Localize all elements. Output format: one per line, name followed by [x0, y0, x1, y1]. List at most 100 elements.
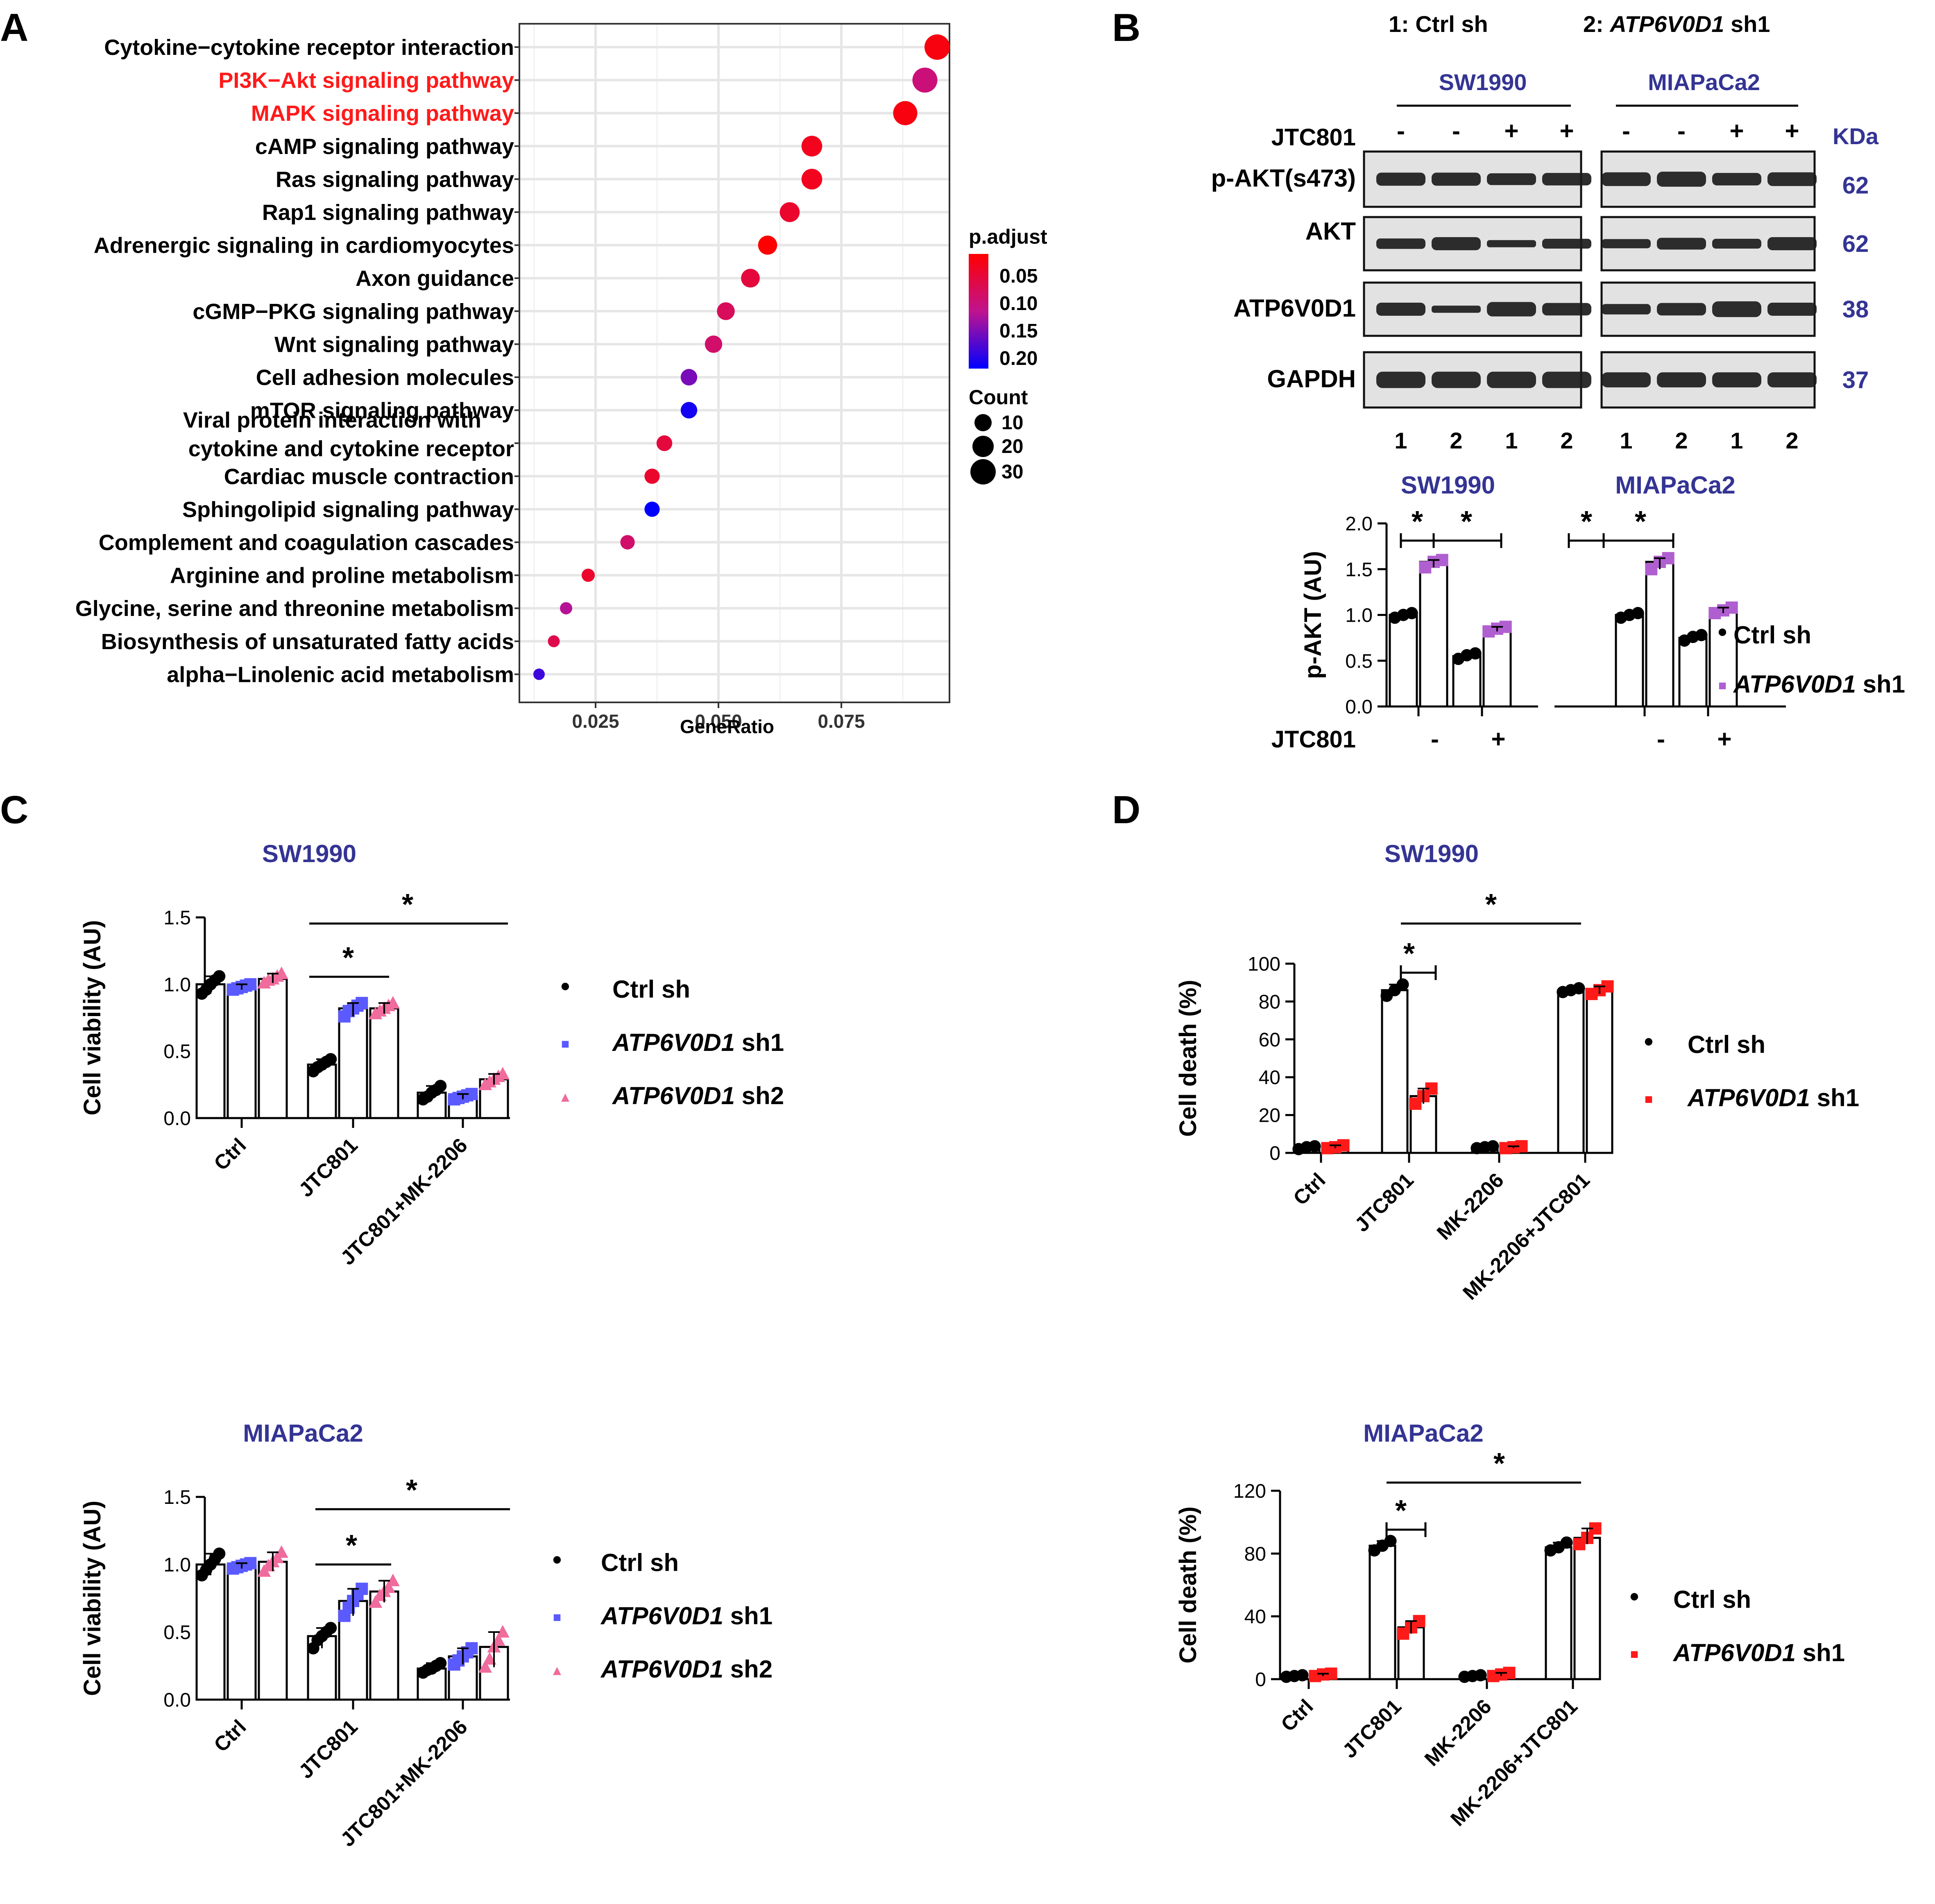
dotplot-term-labels: Cytokine−cytokine receptor interaction PI… — [75, 35, 519, 687]
x-treatment-sign: - — [1657, 725, 1665, 753]
legend-marker: • — [561, 971, 570, 1001]
chart-title: MIAPaCa2 — [1363, 1420, 1483, 1447]
data-point — [386, 996, 400, 1009]
blot-lane-numbers: 1 2 1 2 1 2 1 2 — [1394, 428, 1798, 453]
y-axis-title: p-AKT (AU) — [1300, 551, 1326, 679]
y-tick-label: 60 — [1259, 1029, 1280, 1051]
y-tick-label: 1.0 — [1345, 605, 1373, 627]
x-treatment-sign: + — [1491, 725, 1505, 753]
legend-label-text: Ctrl sh — [612, 976, 690, 1003]
data-point — [382, 1580, 396, 1593]
bar — [258, 978, 288, 1119]
blot-band — [1432, 371, 1481, 388]
treatment-sign: + — [1504, 117, 1518, 145]
data-point — [324, 1622, 337, 1635]
bar — [1545, 1546, 1572, 1680]
y-tick-label: 1.0 — [163, 974, 191, 996]
legend-count-title: Count — [969, 386, 1028, 409]
term-label: Sphingolipid signaling pathway — [182, 497, 514, 522]
panel-c-miapaca2-chart: MIAPaCa2 0.0 0.5 1.0 1.5 Cell viability (AU) C… — [79, 1420, 773, 1851]
bar — [227, 1564, 257, 1701]
panel-d-sw1990-chart: SW1990 0 20 40 60 80 100 Cell death (%) Ctrl JTC8… — [1175, 840, 1859, 1304]
blot-band — [1712, 173, 1761, 186]
panel-c-sw1990-chart: SW1990 0.0 0.5 1.0 1.5 Cell viability (AU) Ctr… — [79, 840, 784, 1270]
bar — [1573, 1537, 1601, 1680]
x-category-label: JTC801 — [1338, 1695, 1405, 1762]
data-point — [560, 602, 572, 615]
data-point — [492, 1633, 505, 1646]
y-tick-label: 20 — [1259, 1105, 1280, 1127]
y-tick-label: 100 — [1248, 953, 1280, 975]
legend-label: Ctrl sh — [612, 976, 690, 1003]
legend-label-text: sh2 — [735, 1082, 784, 1109]
significance-marker: * — [1395, 1494, 1407, 1527]
data-point — [213, 1547, 226, 1560]
y-tick-label: 80 — [1259, 991, 1280, 1013]
term-label-line: Viral protein interaction with — [183, 408, 481, 432]
y-tick-label: 0.0 — [163, 1108, 191, 1130]
blot-band — [1542, 239, 1591, 249]
data-point — [680, 402, 698, 419]
data-point — [274, 1545, 288, 1558]
data-point — [644, 501, 660, 517]
panel-label-b: B — [1112, 6, 1140, 50]
legend-label-gene: ATP6V0D1 — [1687, 1084, 1810, 1112]
legend-label: Ctrl sh — [1673, 1586, 1751, 1613]
legend-label-gene: ATP6V0D1 — [1733, 670, 1856, 698]
y-tick-label: 120 — [1233, 1481, 1266, 1502]
term-label: Cardiac muscle contraction — [224, 464, 514, 489]
legend-label: ATP6V0D1 sh2 — [612, 1082, 784, 1109]
blot-kda-value: 38 — [1842, 296, 1869, 323]
lane-number: 2 — [1675, 428, 1688, 453]
term-label: Complement and coagulation cascades — [99, 530, 514, 555]
legend-label: ATP6V0D1 sh1 — [1733, 670, 1905, 698]
data-point — [1474, 1669, 1487, 1682]
data-point — [924, 34, 950, 60]
bar — [195, 1563, 226, 1701]
data-point — [705, 335, 723, 353]
term-label: Cytokine−cytokine receptor interaction — [104, 35, 514, 60]
data-point — [213, 970, 226, 983]
legend-label-gene: ATP6V0D1 — [1672, 1639, 1796, 1666]
y-axis-title: Cell death (%) — [1175, 1506, 1201, 1664]
significance-marker: * — [1412, 505, 1423, 538]
legend-label: Ctrl sh — [1733, 621, 1811, 649]
legend-count-dot — [974, 414, 992, 431]
treatment-sign: - — [1622, 117, 1630, 145]
blot-row-label: AKT — [1305, 217, 1356, 245]
blot-band — [1487, 240, 1536, 247]
significance-marker: * — [1493, 1447, 1505, 1480]
blot-band — [1487, 173, 1536, 185]
legend-label-text: sh1 — [1810, 1084, 1859, 1112]
blot-band — [1602, 304, 1651, 315]
blot-band — [1657, 372, 1706, 387]
term-label: mTOR signaling pathway — [250, 398, 514, 423]
lane-number: 2 — [1560, 428, 1573, 453]
lane-legend-2: 2: ATP6V0D1 sh1 — [1583, 11, 1770, 37]
legend-label: ATP6V0D1 sh1 — [600, 1602, 773, 1630]
blot-band — [1432, 237, 1481, 250]
y-tick-label: 80 — [1244, 1543, 1266, 1565]
x-category-label: MK-2206 — [1420, 1695, 1496, 1770]
dotplot-grid — [519, 24, 949, 702]
term-label: cGMP−PKG signaling pathway — [193, 299, 514, 324]
panel-label-c: C — [0, 788, 28, 832]
data-point — [369, 1595, 383, 1608]
y-tick-label: 0.0 — [163, 1689, 191, 1711]
x-treatment-sign: - — [1431, 725, 1439, 753]
legend-marker: ■ — [553, 1610, 562, 1625]
x-category-label: Ctrl — [209, 1134, 250, 1175]
data-point — [717, 302, 735, 320]
treatment-sign: + — [1729, 117, 1744, 145]
dotplot-frame — [519, 23, 950, 703]
term-label-line: cytokine and cytokine receptor — [188, 437, 514, 461]
lane-legend-1: 1: Ctrl sh — [1389, 11, 1488, 37]
y-tick-label: 1.5 — [1345, 559, 1373, 581]
legend-label-text: Ctrl sh — [1673, 1586, 1751, 1613]
bar — [338, 1007, 368, 1119]
data-point — [478, 1660, 492, 1673]
legend-padjust-tick: 0.10 — [999, 293, 1038, 315]
bar — [1369, 1544, 1396, 1680]
bar — [227, 986, 257, 1119]
